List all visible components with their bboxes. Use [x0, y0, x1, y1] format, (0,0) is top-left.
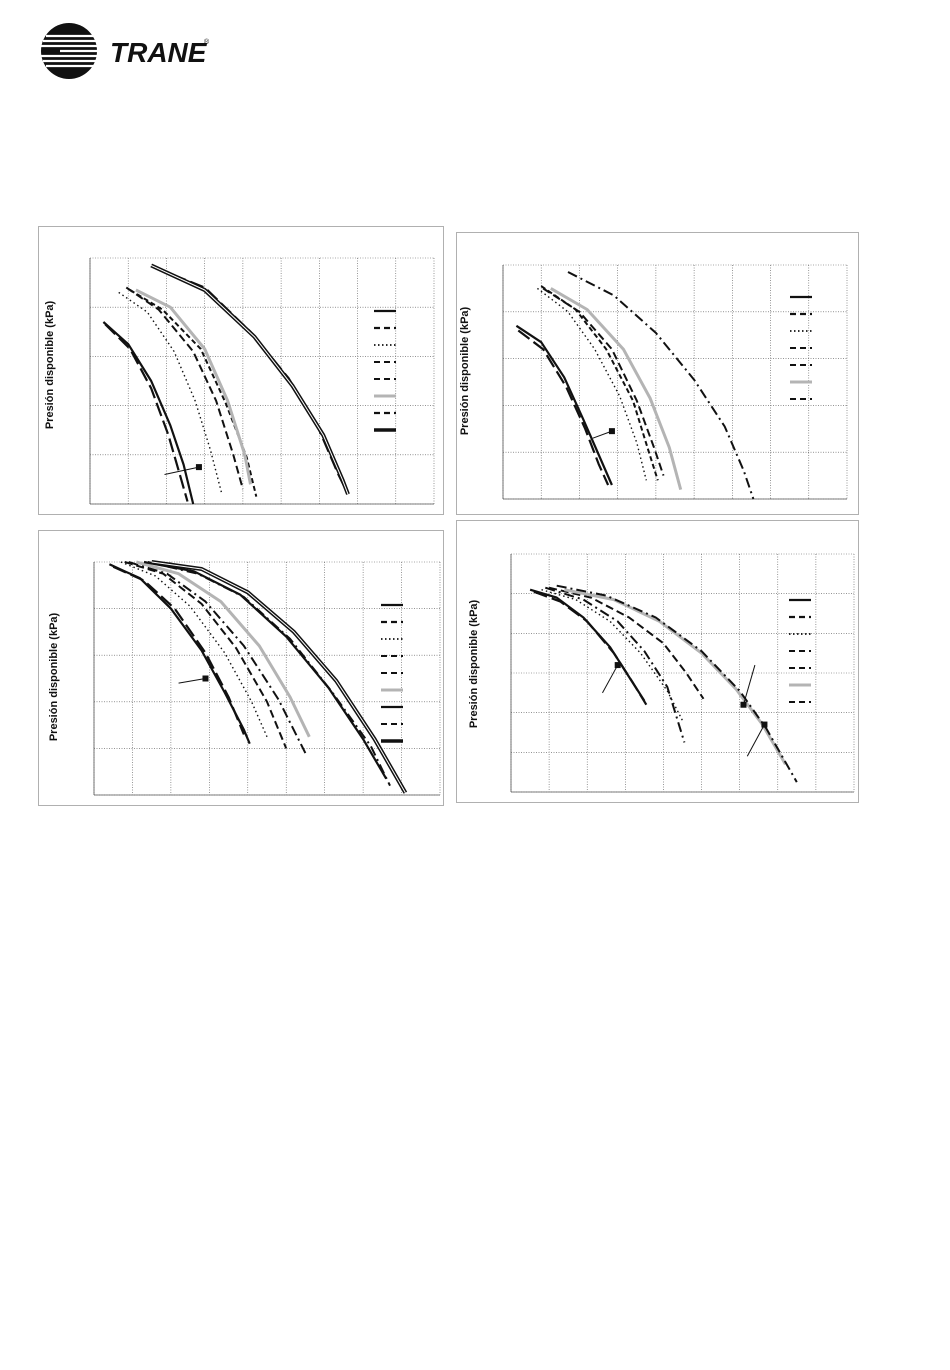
panel-frame — [38, 226, 444, 515]
pressure-chart-1: Presión disponible (kPa) — [38, 226, 444, 515]
series-line-4 — [545, 586, 686, 743]
series-line-4 — [125, 286, 244, 490]
series-line-3 — [536, 287, 647, 481]
series-line-6 — [550, 287, 683, 490]
series-line-6 — [564, 588, 787, 765]
series-line-6 — [135, 560, 311, 738]
y-axis-label: Presión disponible (kPa) — [44, 300, 56, 429]
brand-name: TRANE — [110, 37, 208, 68]
annotation-marker-1 — [608, 428, 615, 435]
annotation-arrow-1 — [164, 466, 200, 475]
annotation-marker-1 — [195, 464, 202, 471]
series-line-2 — [112, 565, 245, 735]
series-line-3 — [541, 589, 684, 721]
annotation-arrow-1 — [592, 430, 613, 439]
panel-frame — [456, 232, 859, 515]
y-axis-label: Presión disponible (kPa) — [468, 599, 480, 728]
series-line-8-inner — [150, 264, 349, 495]
y-axis-label: Presión disponible (kPa) — [48, 612, 60, 741]
trane-logo: TRANE ® — [40, 22, 230, 80]
series-line-5 — [128, 561, 307, 754]
series-line-5 — [542, 287, 665, 476]
y-axis-label: Presión disponible (kPa) — [459, 306, 471, 435]
series-line-5 — [548, 586, 705, 700]
panel-frame — [38, 530, 444, 806]
series-line-7 — [556, 584, 798, 783]
pressure-chart-3: Presión disponible (kPa) — [38, 530, 444, 806]
trane-logo-mark: TRANE ® — [41, 23, 210, 79]
annotation-arrow-1 — [602, 664, 619, 694]
chart-panel-1: Presión disponible (kPa) — [38, 226, 444, 515]
annotation-marker-1 — [614, 662, 621, 669]
chart-panel-3: Presión disponible (kPa) — [38, 530, 444, 806]
series-line-3 — [118, 291, 223, 495]
series-line-9-inner — [151, 561, 406, 793]
annotation-marker-2 — [740, 701, 747, 708]
series-line-2 — [104, 323, 189, 502]
series-line-7 — [143, 560, 388, 780]
series-line-7 — [567, 271, 755, 500]
series-line-2 — [517, 329, 610, 486]
series-line-8 — [147, 561, 391, 787]
series-line-6 — [135, 288, 252, 485]
annotation-arrow-2 — [742, 664, 756, 705]
annotation-arrow-1 — [178, 678, 206, 684]
chart-panel-2: Presión disponible (kPa) — [456, 232, 859, 515]
pressure-chart-2: Presión disponible (kPa) — [456, 232, 859, 515]
series-line-8 — [150, 263, 350, 495]
chart-panel-4: Presión disponible (kPa) — [456, 520, 859, 803]
pressure-chart-4: Presión disponible (kPa) — [456, 520, 859, 803]
series-line-5 — [129, 289, 258, 497]
series-line-1 — [515, 324, 613, 486]
annotation-marker-1 — [202, 675, 209, 682]
annotation-arrow-3 — [746, 724, 765, 757]
series-line-3 — [120, 561, 268, 738]
panel-frame — [456, 520, 859, 803]
annotation-marker-3 — [761, 721, 768, 728]
series-line-2 — [533, 590, 648, 706]
registered-mark: ® — [204, 38, 210, 46]
series-line-1 — [102, 321, 195, 505]
series-line-1 — [108, 563, 251, 745]
